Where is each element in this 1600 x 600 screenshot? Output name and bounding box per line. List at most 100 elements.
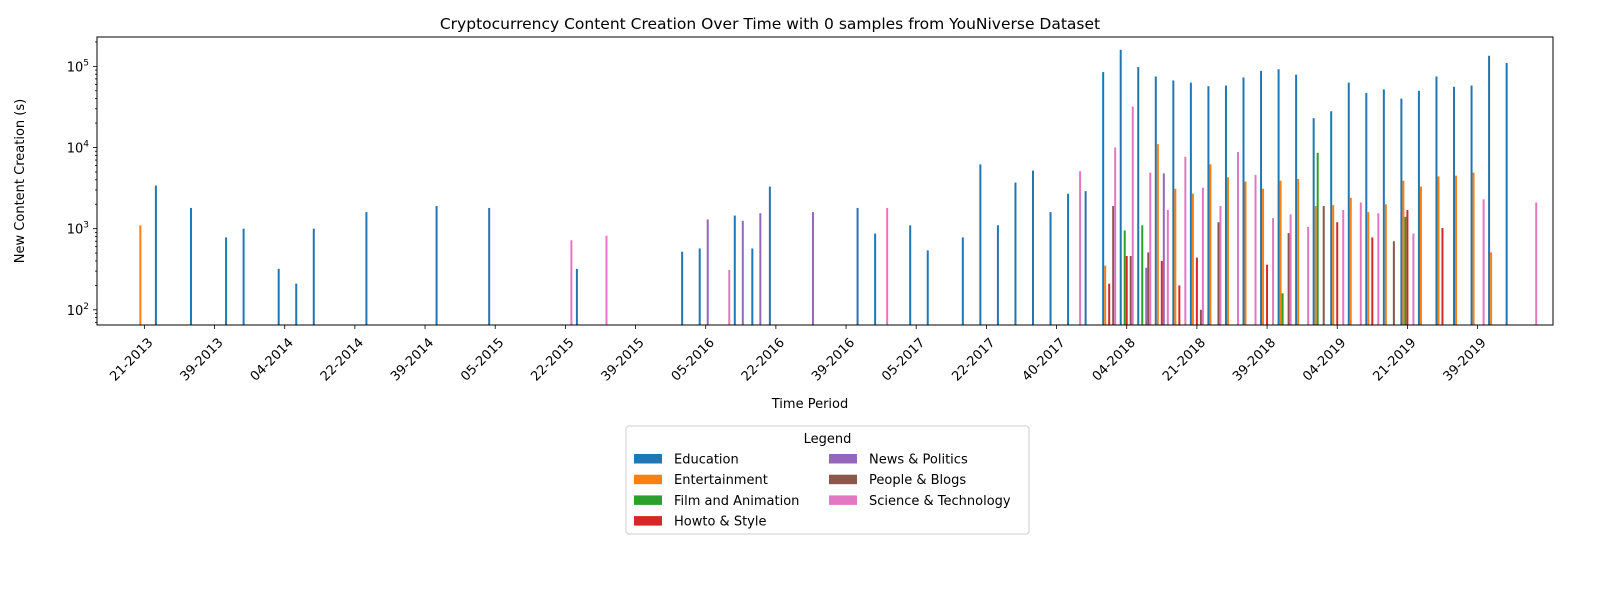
bar (728, 269, 731, 325)
bar (1279, 180, 1282, 325)
x-tick-label: 39-2015 (599, 335, 648, 384)
bar (768, 186, 771, 325)
bar (1277, 69, 1280, 325)
bar (1488, 55, 1491, 325)
bar (605, 235, 608, 325)
y-tick-label: 104 (67, 140, 90, 157)
bar (1226, 177, 1229, 325)
bar (1472, 172, 1475, 325)
bar (1195, 257, 1198, 325)
y-tick-label: 102 (67, 302, 89, 319)
bar (996, 225, 999, 325)
bar (1377, 213, 1380, 325)
bar (1281, 293, 1284, 325)
bar (1505, 63, 1508, 325)
bar (1260, 70, 1263, 325)
bar (1201, 187, 1204, 325)
bar (1184, 156, 1187, 325)
bar (909, 225, 912, 325)
x-tick-label: 04-2014 (248, 335, 297, 384)
bar (741, 220, 744, 325)
bar (435, 206, 438, 325)
bar (1262, 188, 1265, 325)
bar (1154, 76, 1157, 326)
plot-background (97, 37, 1553, 325)
bar (1535, 202, 1538, 325)
bar (1217, 222, 1220, 325)
legend-entry: Entertainment (674, 473, 768, 488)
bar (1367, 212, 1370, 325)
bar (1470, 85, 1473, 325)
x-tick-label: 39-2016 (809, 335, 858, 384)
bar (1482, 199, 1485, 325)
bar (1266, 264, 1269, 325)
x-axis: 21-2013 39-2013 04-2014 22-2014 39-2014 05-20… (107, 325, 1490, 384)
legend: Legend Education Entertainment Film and An… (625, 425, 1030, 535)
bar (1125, 256, 1128, 325)
bar (1174, 188, 1177, 325)
bar (1149, 172, 1152, 325)
bar (1289, 214, 1292, 325)
bar (1412, 233, 1415, 325)
bar (139, 225, 142, 325)
bar (1382, 89, 1385, 326)
bar (365, 212, 368, 325)
bar (1123, 230, 1126, 325)
bar (979, 164, 982, 325)
bar (1384, 204, 1387, 325)
bar (1371, 237, 1374, 325)
bar (1347, 82, 1350, 325)
legend-swatch (829, 474, 857, 485)
y-axis-label: New Content Creation (s) (13, 99, 28, 263)
bar (698, 248, 701, 325)
plot-area (96, 36, 1554, 326)
bar (1342, 209, 1345, 325)
x-tick-label: 22-2014 (318, 335, 367, 384)
bar (1242, 77, 1245, 325)
legend-entry: Science & Technology (869, 494, 1011, 509)
bar (1287, 233, 1290, 325)
x-tick-label: 40-2017 (1020, 335, 1069, 384)
bar (1455, 175, 1458, 325)
bar (1119, 49, 1122, 325)
bar (154, 185, 157, 325)
legend-swatch (829, 495, 857, 505)
bar (1404, 216, 1407, 325)
bar (1435, 76, 1438, 326)
x-tick-label: 05-2016 (669, 335, 718, 384)
bar (1129, 256, 1132, 325)
bar (681, 251, 684, 325)
x-tick-label: 04-2019 (1300, 335, 1349, 384)
bar (1131, 106, 1134, 325)
bar (1437, 176, 1440, 325)
x-tick-label: 22-2017 (949, 335, 998, 384)
bar (1406, 209, 1409, 325)
bar (189, 207, 192, 325)
legend-entry: People & Blogs (869, 473, 966, 488)
bar (575, 268, 578, 325)
bar (1417, 90, 1420, 325)
y-axis: 102 103 104 105 (67, 41, 97, 323)
chart-title: Cryptocurrency Content Creation Over Tim… (440, 15, 1100, 33)
bar (1145, 267, 1148, 325)
legend-entry: Film and Animation (674, 494, 799, 509)
bar (1067, 193, 1070, 325)
bar (961, 237, 964, 325)
x-tick-label: 21-2019 (1370, 335, 1419, 384)
bar (1147, 252, 1150, 325)
bar (1199, 309, 1202, 325)
bar (1104, 265, 1107, 325)
bar (1441, 227, 1444, 325)
bar (1490, 252, 1493, 325)
bar (1336, 222, 1339, 325)
legend-swatch (634, 495, 662, 505)
bar (570, 240, 573, 325)
bar (1141, 225, 1144, 325)
bar (1453, 86, 1456, 325)
bar (1312, 118, 1315, 326)
legend-swatch (634, 474, 662, 485)
bar (1254, 174, 1257, 325)
bar (242, 228, 245, 325)
y-tick-label: 105 (67, 58, 89, 75)
bar (1137, 67, 1140, 325)
